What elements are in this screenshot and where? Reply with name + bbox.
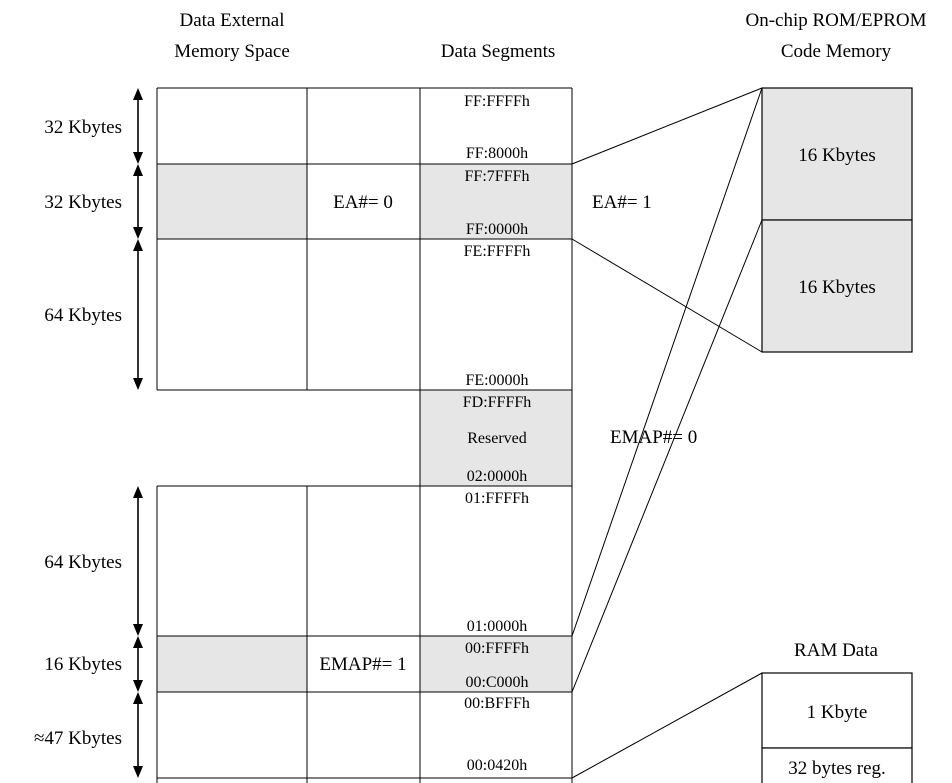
size-label-1: 32 Kbytes [44,117,122,138]
map-line-010000-to-rom-top [571,87,763,637]
emap0-label: EMAP#= 0 [610,427,697,448]
header-external-line2: Memory Space [174,41,290,62]
rom-upper-label: 16 Kbytes [798,145,876,166]
ram-top-label: 1 Kbyte [807,702,868,723]
addr-00-bfff: 00:BFFFh [464,695,530,712]
size-label-5: 16 Kbytes [44,654,122,675]
ram-block-top [761,672,913,749]
reserved-label: Reserved [467,430,527,447]
header-rom-line2: Code Memory [781,41,892,62]
addr-ff-ffff: FF:FFFFh [464,93,530,110]
size-arrows [133,88,143,778]
addr-fe-0000: FE:0000h [465,372,528,389]
size-label-3: 64 Kbytes [44,305,122,326]
addr-fd-ffff: FD:FFFFh [463,394,532,411]
ea0-label: EA#= 0 [333,192,393,213]
addr-00-c000: 00:C000h [465,674,528,691]
map-line-00c000-to-rom-bottom [571,219,763,693]
size-arrow-6 [133,692,143,778]
addr-02-0000: 02:0000h [467,468,527,485]
size-label-6: ≈47 Kbytes [34,728,122,749]
header-data-segments: Data Segments [441,41,556,62]
ram-bottom-label: 32 bytes reg. [788,758,886,779]
seg-00c000-shade [420,636,572,692]
rom-block-upper [761,87,913,221]
rom-lower-label: 16 Kbytes [798,277,876,298]
addr-fe-ffff: FE:FFFFh [464,243,531,260]
ea1-label: EA#= 1 [592,192,652,213]
size-label-2: 32 Kbytes [44,192,122,213]
ext-block-ea0-shade [157,164,307,239]
rom-block-lower [761,219,913,353]
mapping-lines [571,87,763,779]
size-arrow-5 [133,636,143,692]
upper-block-grid [156,87,573,391]
addr-00-0420: 00:0420h [467,757,527,774]
size-arrow-3 [133,239,143,390]
seg-reserved-shade [420,390,572,486]
map-line-ff0000-to-rom-bottom [571,238,763,353]
map-line-ff8000-to-rom-top [571,87,763,165]
ext-block-emap1-shade [157,636,307,692]
reserved-block [419,390,573,486]
seg-ff0000-shade [420,164,572,239]
header-external-line1: Data External [180,10,285,31]
addr-ff-0000: FF:0000h [466,221,528,238]
size-arrow-4 [133,486,143,636]
emap1-label: EMAP#= 1 [319,654,406,675]
addr-ff-8000: FF:8000h [466,145,528,162]
header-ram-data: RAM Data [794,640,878,661]
map-line-000420-to-ram [571,672,763,779]
header-rom-line1: On-chip ROM/EPROM [745,10,926,31]
size-arrow-2 [133,164,143,239]
addr-00-ffff: 00:FFFFh [465,640,529,657]
size-arrow-1 [133,88,143,164]
addr-01-ffff: 01:FFFFh [465,490,529,507]
addr-01-0000: 01:0000h [467,618,527,635]
size-label-4: 64 Kbytes [44,552,122,573]
addr-ff-7fff: FF:7FFFh [465,168,530,185]
ram-block-bottom [761,747,913,783]
